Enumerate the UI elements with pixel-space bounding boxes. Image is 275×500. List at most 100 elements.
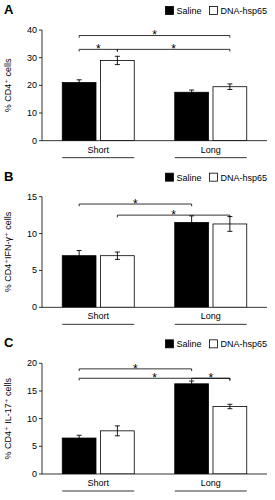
y-tick bbox=[39, 57, 42, 58]
significance-label: * bbox=[133, 197, 138, 211]
panel-label: A bbox=[4, 2, 14, 17]
y-axis bbox=[42, 363, 43, 474]
x-tick-label: Short bbox=[87, 145, 109, 155]
panel-label: B bbox=[4, 169, 13, 184]
group-underline bbox=[175, 324, 247, 325]
significance-label: * bbox=[152, 28, 157, 42]
bar bbox=[62, 83, 96, 141]
y-tick bbox=[39, 270, 42, 271]
error-bar-cap bbox=[115, 425, 120, 426]
error-bar-cap bbox=[189, 381, 194, 382]
panel: A% CD4⁺ cells010203040ShortLong***Saline… bbox=[3, 2, 267, 158]
error-bar-cap bbox=[77, 260, 82, 261]
y-axis-label: % CD4⁺IFN-γ⁺ cells bbox=[3, 211, 13, 292]
error-bar-cap bbox=[77, 440, 82, 441]
significance-label: * bbox=[171, 208, 176, 222]
y-tick-label: 15 bbox=[27, 192, 37, 202]
error-bar-stem bbox=[79, 435, 80, 441]
figure: A% CD4⁺ cells010203040ShortLong***Saline… bbox=[0, 0, 275, 500]
legend: Saline DNA-hsp65 bbox=[165, 173, 267, 183]
y-tick-label: 40 bbox=[27, 25, 37, 35]
significance-label: * bbox=[133, 362, 138, 376]
panel-label: C bbox=[4, 335, 14, 350]
y-tick bbox=[39, 363, 42, 364]
error-bar-cap bbox=[227, 231, 232, 232]
bar bbox=[175, 222, 209, 307]
error-bar bbox=[115, 56, 120, 64]
y-tick-label: 15 bbox=[27, 386, 37, 396]
y-tick bbox=[39, 113, 42, 114]
legend-label: DNA-hsp65 bbox=[220, 339, 267, 349]
bar bbox=[62, 256, 96, 308]
x-tick-label: Long bbox=[201, 145, 221, 155]
significance-label: * bbox=[152, 371, 157, 385]
y-tick-label: 10 bbox=[27, 414, 37, 424]
legend-label: Saline bbox=[176, 6, 201, 16]
error-bar bbox=[227, 217, 232, 232]
error-bar-cap bbox=[115, 56, 120, 57]
x-tick-label: Long bbox=[201, 478, 221, 488]
y-tick-label: 5 bbox=[32, 265, 37, 275]
legend-label: DNA-hsp65 bbox=[220, 6, 267, 16]
significance-label: * bbox=[96, 42, 101, 56]
x-axis bbox=[42, 474, 267, 475]
legend: SalineDNA-hsp65 bbox=[165, 339, 267, 349]
panel: C% CD4⁺ IL-17⁺ cells05101520ShortLong***… bbox=[3, 335, 267, 491]
error-bar-cap bbox=[189, 386, 194, 387]
y-axis bbox=[42, 197, 43, 308]
error-bar-cap bbox=[227, 89, 232, 90]
bar bbox=[101, 60, 135, 140]
bar bbox=[62, 438, 96, 474]
error-bar-cap bbox=[189, 94, 194, 95]
y-tick bbox=[39, 85, 42, 86]
error-bar-cap bbox=[227, 404, 232, 405]
error-bar-cap bbox=[227, 408, 232, 409]
error-bar bbox=[189, 90, 194, 94]
error-bar-cap bbox=[77, 79, 82, 80]
legend-label: DNA-hsp65 bbox=[220, 173, 267, 183]
plot-area bbox=[62, 381, 247, 474]
x-tick-label: Short bbox=[87, 478, 109, 488]
legend-swatch bbox=[165, 7, 173, 15]
significance-label: * bbox=[208, 371, 213, 385]
plot-area bbox=[62, 56, 247, 140]
error-bar-cap bbox=[189, 229, 194, 230]
y-tick-label: 10 bbox=[27, 108, 37, 118]
error-bar-cap bbox=[77, 85, 82, 86]
y-tick-label: 5 bbox=[32, 441, 37, 451]
error-bar-cap bbox=[115, 64, 120, 65]
y-axis-label: % CD4⁺ cells bbox=[3, 58, 13, 112]
legend-swatch bbox=[209, 173, 217, 181]
group-underline bbox=[62, 324, 134, 325]
error-bar-cap bbox=[77, 435, 82, 436]
background bbox=[0, 0, 275, 500]
error-bar-cap bbox=[115, 259, 120, 260]
error-bar-stem bbox=[229, 217, 230, 232]
bar bbox=[213, 406, 247, 474]
y-tick bbox=[39, 418, 42, 419]
x-axis bbox=[42, 140, 267, 141]
error-bar bbox=[115, 426, 120, 436]
group-underline bbox=[175, 157, 247, 158]
y-tick bbox=[39, 196, 42, 197]
error-bar bbox=[115, 252, 120, 259]
y-tick-label: 30 bbox=[27, 53, 37, 63]
legend-swatch bbox=[209, 340, 217, 348]
error-bar bbox=[77, 80, 82, 86]
x-axis bbox=[42, 307, 267, 308]
error-bar bbox=[189, 216, 194, 229]
significance-label: * bbox=[171, 42, 176, 56]
y-tick-label: 0 bbox=[32, 469, 37, 479]
y-tick bbox=[39, 446, 42, 447]
y-tick-label: 10 bbox=[27, 229, 37, 239]
error-bar-stem bbox=[117, 426, 118, 436]
x-tick-label: Long bbox=[201, 311, 221, 321]
y-tick bbox=[39, 30, 42, 31]
legend-swatch bbox=[165, 173, 173, 181]
error-bar-cap bbox=[115, 435, 120, 436]
legend-label: Saline bbox=[176, 173, 201, 183]
error-bar bbox=[77, 251, 82, 261]
legend: Saline DNA-hsp65 bbox=[165, 6, 267, 16]
error-bar-cap bbox=[189, 90, 194, 91]
bar bbox=[101, 256, 135, 308]
